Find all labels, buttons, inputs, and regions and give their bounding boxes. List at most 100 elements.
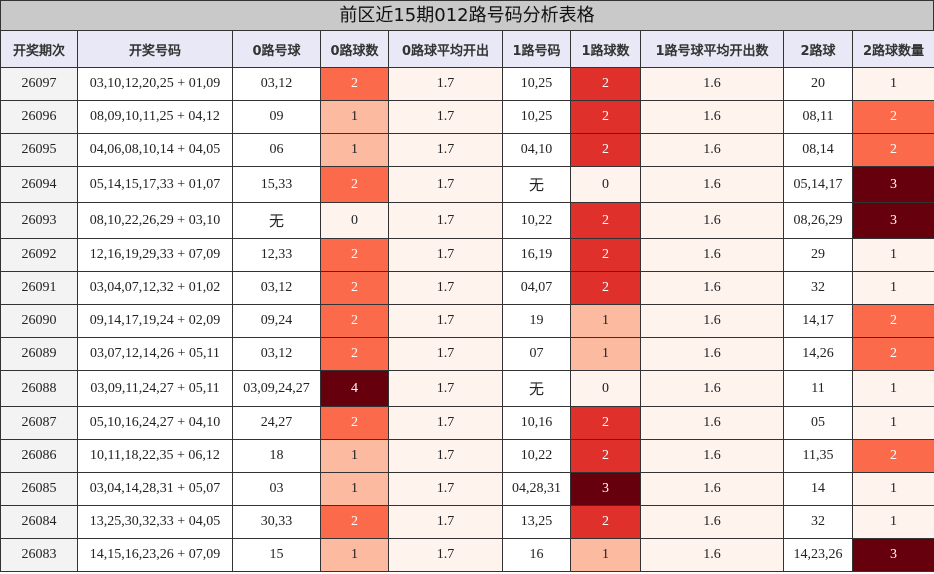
table-cell: 1 (320, 439, 389, 473)
table-cell: 05,14,17 (783, 166, 853, 203)
table-row: 26091 03,04,07,12,32 + 01,02 03,12 2 1.7 04,0… (0, 271, 934, 305)
table-cell: 19 (502, 304, 571, 338)
table-cell: 2 (320, 505, 389, 539)
table-cell: 05 (783, 406, 853, 440)
table-cell: 1 (320, 100, 389, 134)
header-cell: 0路号球 (232, 30, 321, 68)
table-cell: 3 (852, 166, 934, 203)
table-cell: 无 (502, 370, 571, 407)
table-cell: 1 (320, 133, 389, 167)
table-cell: 14,15,16,23,26 + 07,09 (77, 538, 233, 572)
table-cell: 26092 (0, 238, 78, 272)
table-cell: 14,23,26 (783, 538, 853, 572)
table-cell: 2 (320, 238, 389, 272)
table-row: 26094 05,14,15,17,33 + 01,07 15,33 2 1.7 无 0 1.… (0, 166, 934, 203)
header-cell: 0路球数 (320, 30, 389, 68)
table-cell: 26085 (0, 472, 78, 506)
table-cell: 1.6 (640, 202, 784, 239)
table-cell: 30,33 (232, 505, 321, 539)
table-cell: 1.6 (640, 505, 784, 539)
table-row: 26088 03,09,11,24,27 + 05,11 03,09,24,27 4 1… (0, 370, 934, 407)
table-cell: 2 (852, 133, 934, 167)
table-cell: 1.7 (388, 370, 503, 407)
header-cell: 2路球 (783, 30, 853, 68)
table-cell: 1.7 (388, 304, 503, 338)
table-cell: 1.6 (640, 304, 784, 338)
table-cell: 03,12 (232, 67, 321, 101)
table-cell: 1.6 (640, 238, 784, 272)
table-cell: 07 (502, 337, 571, 371)
table-row: 26093 08,10,22,26,29 + 03,10 无 0 1.7 10,22 2 1.… (0, 202, 934, 239)
table-cell: 03,12 (232, 337, 321, 371)
table-cell: 15 (232, 538, 321, 572)
table-cell: 1 (852, 67, 934, 101)
table-cell: 1 (852, 370, 934, 407)
table-cell: 04,07 (502, 271, 571, 305)
table-cell: 1 (570, 337, 641, 371)
table-cell: 1.6 (640, 166, 784, 203)
table-cell: 26096 (0, 100, 78, 134)
table-cell: 0 (320, 202, 389, 239)
table-cell: 2 (320, 337, 389, 371)
table-cell: 1.6 (640, 337, 784, 371)
table-cell: 3 (570, 472, 641, 506)
table-cell: 03,12 (232, 271, 321, 305)
table-cell: 2 (570, 100, 641, 134)
table-cell: 2 (320, 67, 389, 101)
table-cell: 2 (320, 271, 389, 305)
table-cell: 26089 (0, 337, 78, 371)
header-cell: 1路球数 (570, 30, 641, 68)
header-cell: 1路号码 (502, 30, 571, 68)
table-cell: 24,27 (232, 406, 321, 440)
table-cell: 1.6 (640, 439, 784, 473)
table-cell: 08,26,29 (783, 202, 853, 239)
table-cell: 10,11,18,22,35 + 06,12 (77, 439, 233, 473)
table-cell: 05,10,16,24,27 + 04,10 (77, 406, 233, 440)
table-cell: 32 (783, 271, 853, 305)
table-cell: 1.6 (640, 472, 784, 506)
table-cell: 1 (852, 271, 934, 305)
table-cell: 13,25 (502, 505, 571, 539)
header-cell: 2路球数量 (852, 30, 934, 68)
table-cell: 05,14,15,17,33 + 01,07 (77, 166, 233, 203)
table-cell: 1.6 (640, 67, 784, 101)
table-cell: 2 (852, 304, 934, 338)
table-cell: 1.7 (388, 100, 503, 134)
table-cell: 2 (570, 67, 641, 101)
table-cell: 1.6 (640, 271, 784, 305)
table-cell: 26087 (0, 406, 78, 440)
table-cell: 1.7 (388, 439, 503, 473)
table-cell: 10,25 (502, 100, 571, 134)
table-cell: 10,25 (502, 67, 571, 101)
table-cell: 2 (570, 133, 641, 167)
table-row: 26089 03,07,12,14,26 + 05,11 03,12 2 1.7 07 1 1… (0, 337, 934, 371)
table-cell: 04,06,08,10,14 + 04,05 (77, 133, 233, 167)
table-cell: 1.7 (388, 505, 503, 539)
table-cell: 2 (570, 202, 641, 239)
table-cell: 0 (570, 370, 641, 407)
table-cell: 1.7 (388, 406, 503, 440)
table-row: 26085 03,04,14,28,31 + 05,07 03 1 1.7 04,28,3… (0, 472, 934, 506)
table-cell: 26086 (0, 439, 78, 473)
table-cell: 1.7 (388, 67, 503, 101)
table-cell: 2 (320, 304, 389, 338)
table-cell: 1.6 (640, 406, 784, 440)
table-cell: 2 (570, 271, 641, 305)
table-row: 26084 13,25,30,32,33 + 04,05 30,33 2 1.7 13,2… (0, 505, 934, 539)
table-cell: 14,26 (783, 337, 853, 371)
table-row: 26087 05,10,16,24,27 + 04,10 24,27 2 1.7 10,1… (0, 406, 934, 440)
table-cell: 10,22 (502, 202, 571, 239)
table-cell: 26097 (0, 67, 78, 101)
table-cell: 1.7 (388, 238, 503, 272)
table-cell: 3 (852, 538, 934, 572)
table-cell: 29 (783, 238, 853, 272)
table-cell: 2 (570, 406, 641, 440)
table-cell: 06 (232, 133, 321, 167)
table-cell: 1 (852, 505, 934, 539)
table-cell: 1.6 (640, 538, 784, 572)
table-cell: 1.7 (388, 472, 503, 506)
table-cell: 26093 (0, 202, 78, 239)
table-cell: 1 (320, 472, 389, 506)
table-cell: 08,09,10,11,25 + 04,12 (77, 100, 233, 134)
